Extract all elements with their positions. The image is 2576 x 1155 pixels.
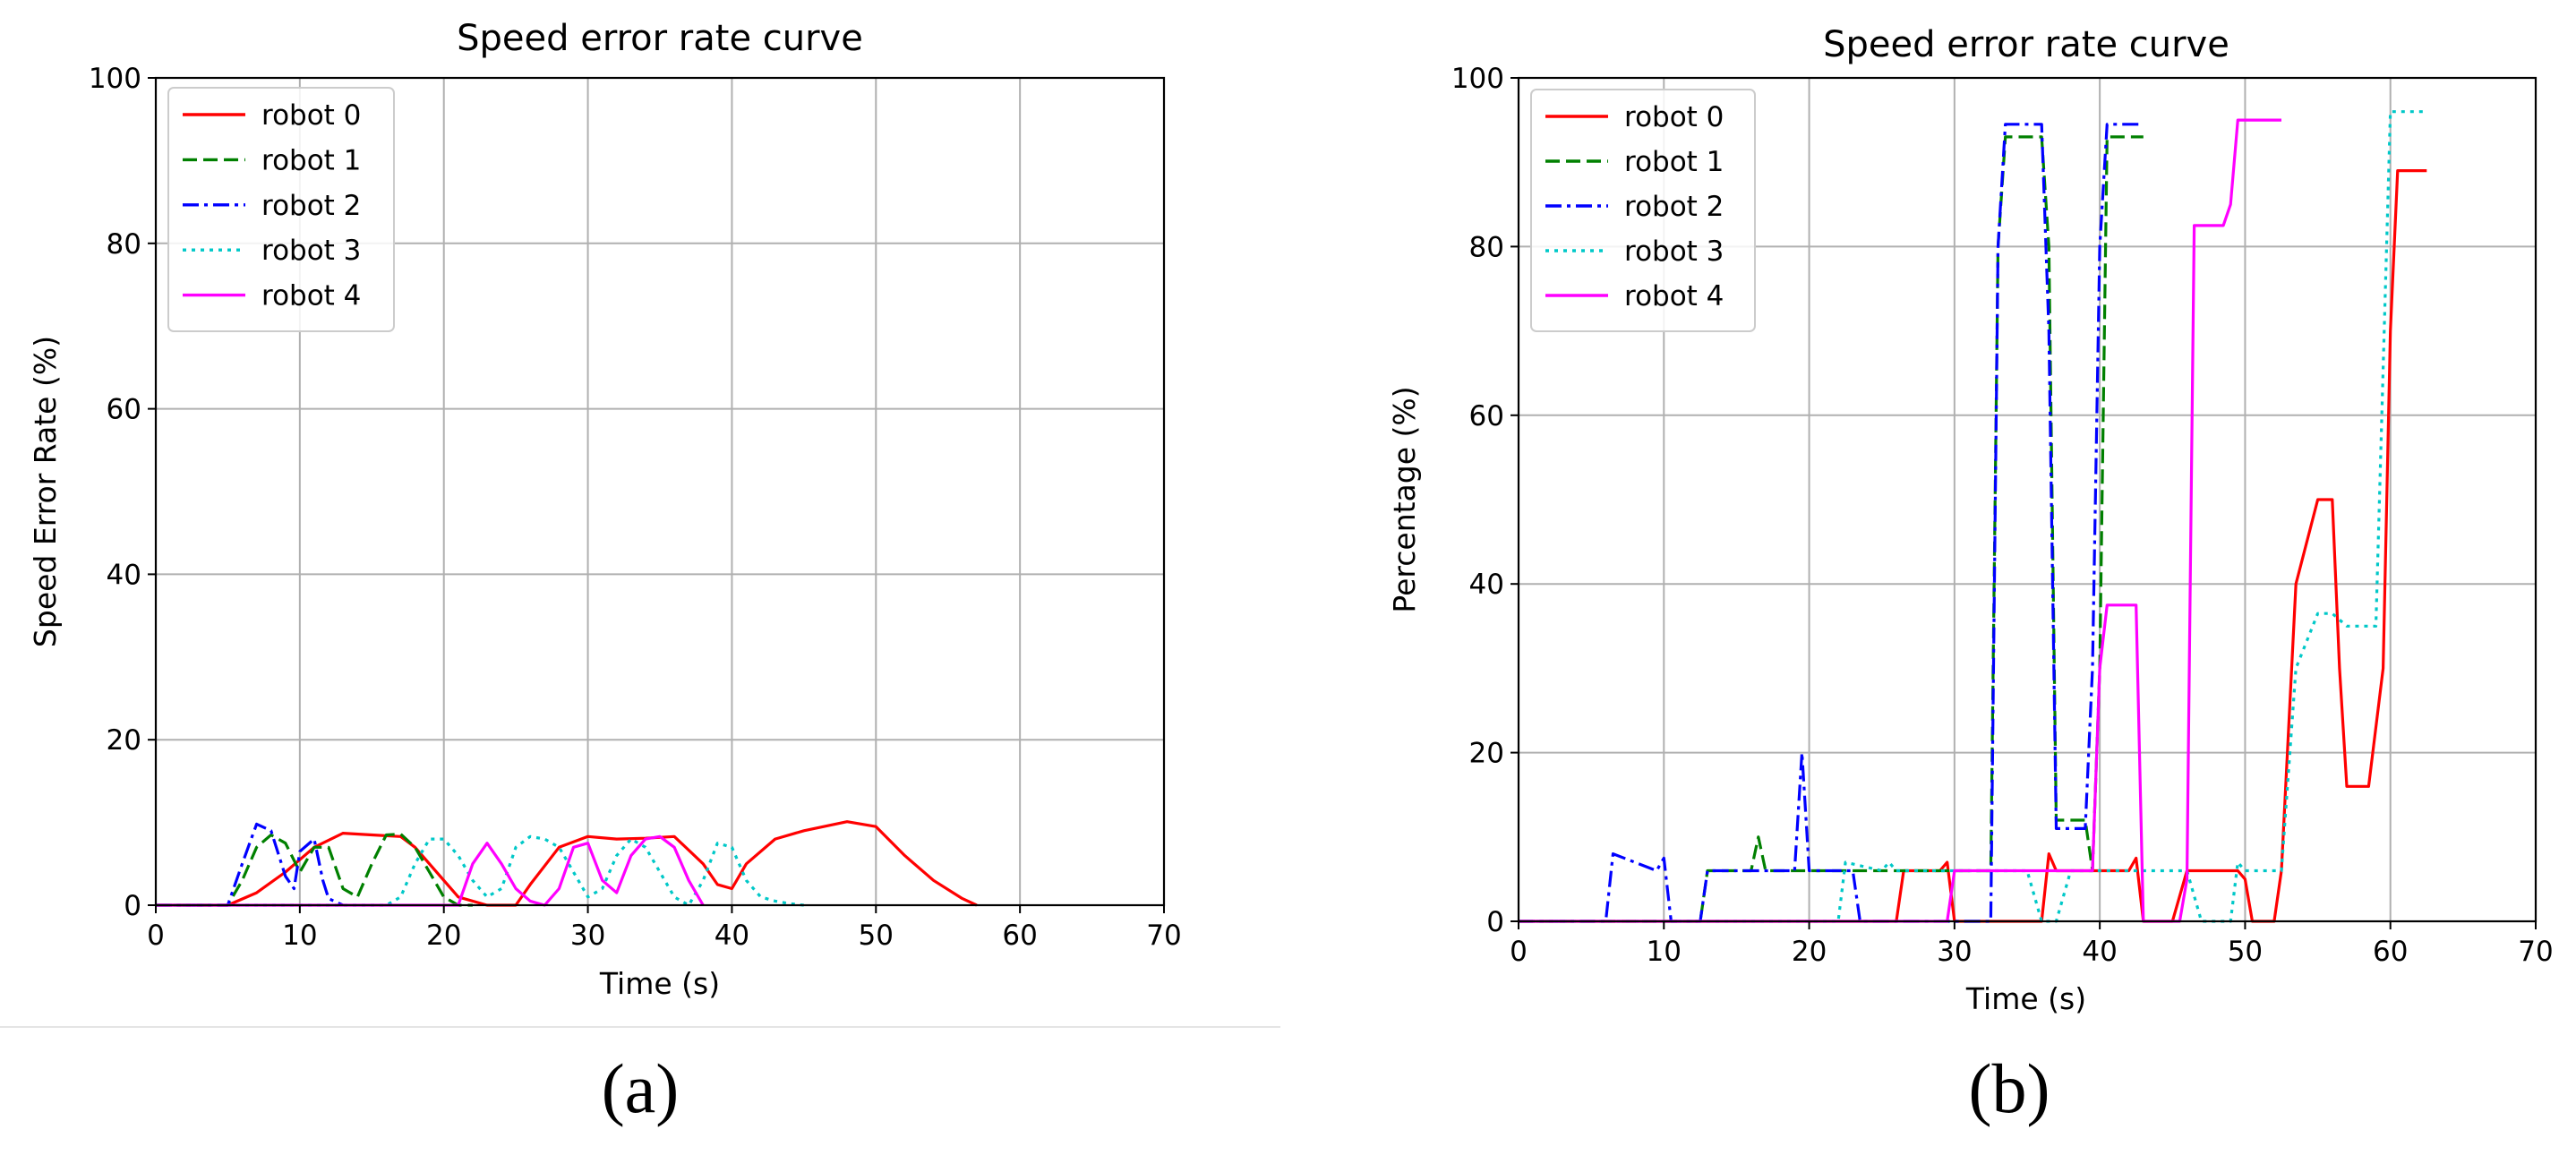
x-tick-label: 30: [1937, 936, 1972, 968]
x-tick-label: 70: [2518, 936, 2553, 968]
caption-b: (b): [1969, 1049, 2050, 1127]
series-line-b-robot-2: [1519, 123, 2144, 923]
x-axis-label-a: Time (s): [599, 966, 720, 1001]
x-tick-label: 0: [1510, 936, 1528, 968]
y-tick-label: 60: [1469, 400, 1504, 432]
x-tick-label: 20: [1792, 936, 1827, 968]
ticks-a: 0 10 20 30 40 50 60 70 0 20 40 60 80 100: [89, 63, 1182, 952]
x-tick-label: 50: [859, 920, 894, 952]
series-line-a-robot-2: [156, 822, 344, 907]
legend-label-b-3: robot 3: [1624, 235, 1724, 268]
legend-label-a-0: robot 0: [261, 99, 361, 132]
legend-label-b-0: robot 0: [1624, 101, 1724, 133]
y-tick-label: 80: [1469, 231, 1504, 263]
y-tick-label: 80: [107, 228, 141, 261]
series-line-a-robot-4: [156, 834, 705, 907]
x-tick-label: 30: [570, 920, 605, 952]
x-tick-label: 60: [2373, 936, 2408, 968]
y-axis-label-a: Speed Error Rate (%): [28, 336, 63, 647]
y-tick-label: 100: [89, 63, 141, 95]
chart-title-b: Speed error rate curve: [1823, 24, 2229, 65]
series-line-b-robot-4: [1519, 118, 2281, 923]
series-line-a-robot-3: [156, 834, 805, 907]
legend-a: robot 0 robot 1 robot 2 robot 3 robot 4: [167, 87, 395, 332]
series-line-a-robot-0: [156, 820, 978, 907]
ticks-b: 0 10 20 30 40 50 60 70 0 20 40 60 80 100: [1451, 63, 2554, 968]
series-line-a-robot-1: [156, 832, 473, 907]
y-tick-label: 40: [1469, 569, 1504, 601]
series-b: [1519, 110, 2427, 923]
plot-frame-a: [154, 76, 1166, 907]
y-tick-label: 20: [1469, 738, 1504, 770]
legend-label-a-2: robot 2: [261, 190, 361, 222]
x-tick-label: 10: [1647, 936, 1682, 968]
chart-panel-b: 0 10 20 30 40 50 60 70 0 20 40 60 80 100 Speed error …: [1387, 24, 2554, 1127]
legend-label-b-4: robot 4: [1624, 280, 1724, 312]
y-tick-label: 40: [107, 559, 141, 591]
y-tick-label: 0: [124, 890, 141, 922]
y-tick-label: 0: [1486, 906, 1504, 938]
legend-box-b: [1530, 89, 1756, 332]
legend-label-a-4: robot 4: [261, 280, 361, 312]
x-tick-label: 40: [715, 920, 749, 952]
y-tick-label: 100: [1451, 63, 1504, 95]
legend-b: robot 0 robot 1 robot 2 robot 3 robot 4: [1530, 89, 1756, 332]
legend-label-b-2: robot 2: [1624, 191, 1724, 223]
x-tick-label: 70: [1146, 920, 1181, 952]
y-axis-label-b: Percentage (%): [1387, 386, 1422, 612]
legend-label-a-3: robot 3: [261, 235, 361, 267]
x-tick-label: 10: [282, 920, 317, 952]
caption-a: (a): [602, 1049, 680, 1127]
series-line-b-robot-3: [1519, 110, 2427, 923]
x-tick-label: 20: [426, 920, 461, 952]
chart-panel-a: 0 10 20 30 40 50 60 70 0 20 40 60 80 100 Speed error …: [0, 18, 1280, 1127]
y-tick-label: 20: [107, 724, 141, 757]
x-tick-label: 40: [2082, 936, 2117, 968]
x-tick-label: 60: [1002, 920, 1037, 952]
x-axis-label-b: Time (s): [1965, 981, 2086, 1016]
legend-label-a-1: robot 1: [261, 144, 361, 176]
x-tick-label: 50: [2228, 936, 2263, 968]
chart-title-a: Speed error rate curve: [457, 18, 863, 59]
plot-frame-b: [1517, 76, 2537, 923]
y-tick-label: 60: [107, 394, 141, 426]
series-a: [156, 820, 978, 907]
legend-label-b-1: robot 1: [1624, 146, 1724, 178]
x-tick-label: 0: [147, 920, 165, 952]
legend-box-a: [167, 87, 395, 332]
